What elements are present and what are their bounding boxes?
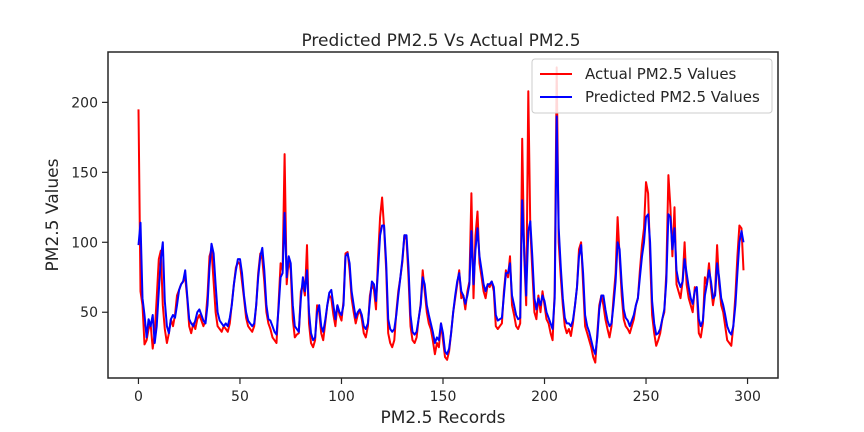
legend: Actual PM2.5 Values Predicted PM2.5 Valu…: [531, 58, 773, 114]
y-tick-label: 100: [71, 235, 98, 251]
x-tick-label: 50: [231, 389, 249, 405]
y-tick-label: 150: [71, 165, 98, 181]
x-tick-label: 200: [531, 389, 558, 405]
x-axis: 0 50 100 150 200 250 300: [134, 378, 761, 405]
plot-area: [137, 66, 745, 364]
x-axis-label: PM2.5 Records: [381, 408, 506, 428]
legend-label-predicted: Predicted PM2.5 Values: [585, 88, 760, 106]
series-line-predicted: [137, 115, 745, 356]
x-tick-label: 300: [734, 389, 761, 405]
x-tick-label: 100: [328, 389, 355, 405]
x-tick-label: 150: [430, 389, 457, 405]
chart-title: Predicted PM2.5 Vs Actual PM2.5: [301, 31, 580, 51]
y-axis-label: PM2.5 Values: [43, 158, 63, 271]
legend-label-actual: Actual PM2.5 Values: [585, 65, 737, 83]
x-tick-label: 250: [633, 389, 660, 405]
x-tick-label: 0: [134, 389, 143, 405]
y-axis: 50 100 150 200: [71, 95, 108, 321]
y-tick-label: 50: [80, 305, 98, 321]
y-tick-label: 200: [71, 95, 98, 111]
legend-box: [531, 58, 773, 114]
